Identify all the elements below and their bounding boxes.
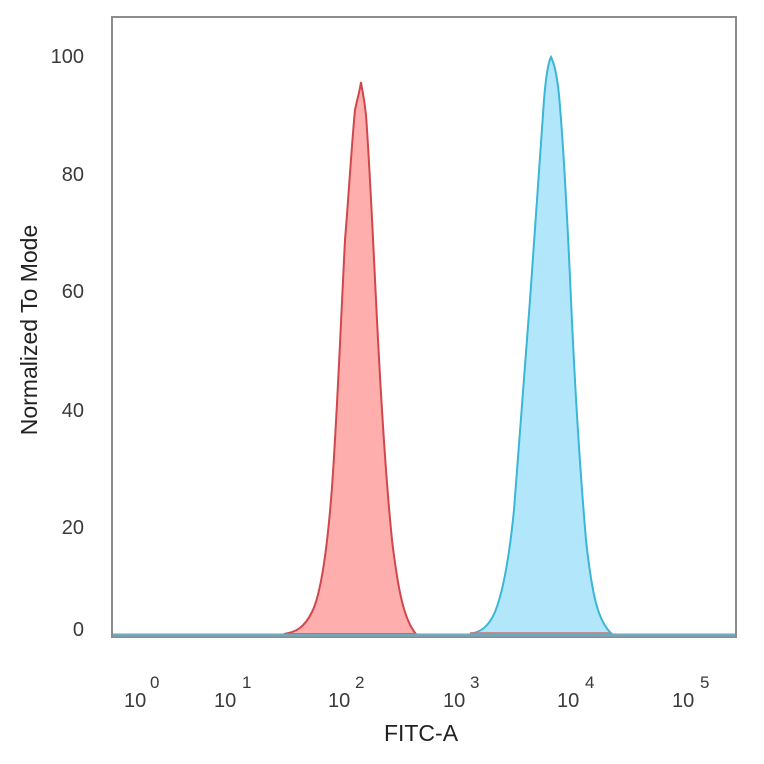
svg-text:10: 10 [214, 690, 236, 712]
stained-histogram-peak [469, 54, 615, 635]
x-tick-10e0: 10 0 [124, 673, 159, 712]
x-tick-10e5: 10 5 [672, 673, 709, 712]
svg-text:10: 10 [672, 690, 694, 712]
control-histogram-peak [283, 81, 419, 635]
x-axis-ticks: 10 0 10 1 10 2 10 3 10 4 10 5 [124, 673, 709, 712]
y-axis-ticks: 100 80 60 40 20 0 [51, 46, 84, 641]
plot-area-frame [111, 16, 737, 638]
x-tick-10e1: 10 1 [214, 673, 251, 712]
y-tick-80: 80 [62, 164, 84, 186]
x-tick-10e2: 10 2 [328, 673, 364, 712]
y-tick-100: 100 [51, 46, 84, 68]
y-tick-60: 60 [62, 281, 84, 303]
y-tick-40: 40 [62, 400, 84, 422]
x-tick-10e4: 10 4 [557, 673, 594, 712]
svg-text:4: 4 [585, 673, 594, 692]
svg-text:10: 10 [124, 690, 146, 712]
svg-text:5: 5 [700, 673, 709, 692]
svg-text:0: 0 [150, 673, 159, 692]
x-axis-title: FITC-A [384, 720, 459, 746]
svg-text:10: 10 [557, 690, 579, 712]
svg-text:10: 10 [443, 690, 465, 712]
svg-text:10: 10 [328, 690, 350, 712]
y-axis-title: Normalized To Mode [16, 225, 42, 436]
svg-text:2: 2 [355, 673, 364, 692]
svg-text:3: 3 [470, 673, 479, 692]
y-tick-0: 0 [73, 619, 84, 641]
svg-text:1: 1 [242, 673, 251, 692]
y-tick-20: 20 [62, 517, 84, 539]
x-tick-10e3: 10 3 [443, 673, 479, 712]
